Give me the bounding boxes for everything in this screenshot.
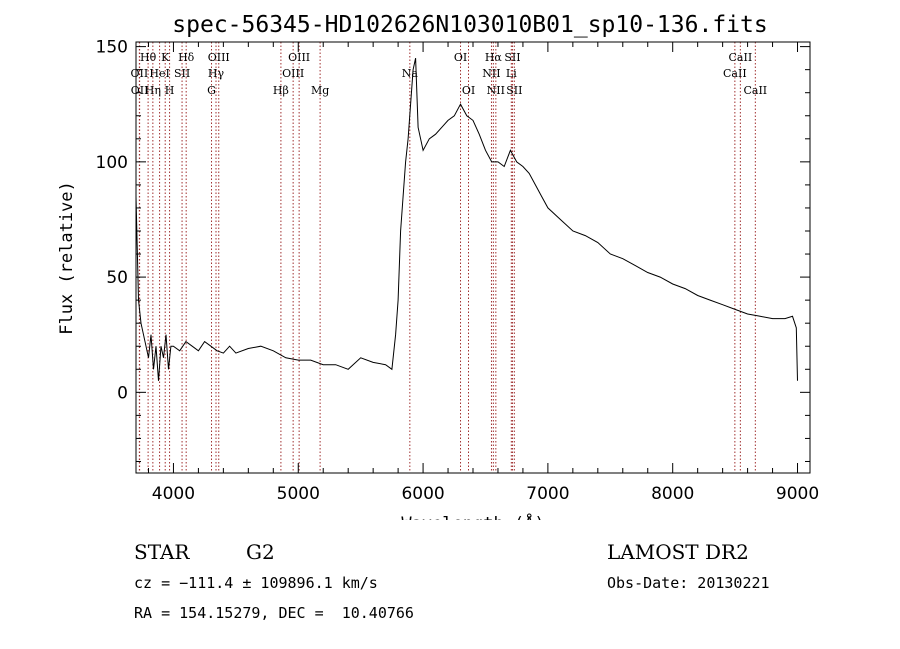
line-label: OII: [131, 67, 149, 80]
obs-date: Obs-Date: 20130221: [607, 574, 770, 592]
line-label: OIII: [282, 67, 304, 80]
line-label: K: [161, 51, 170, 64]
spectrum-series: [135, 57, 798, 381]
line-label: OII: [131, 84, 149, 97]
survey-name: LAMOST DR2: [607, 540, 749, 564]
line-label: Hα: [485, 51, 503, 64]
spectrum-line: [135, 57, 798, 381]
x-tick-label: 5000: [277, 484, 320, 504]
line-label: OI: [462, 84, 475, 97]
x-tick-label: 9000: [776, 484, 819, 504]
x-tick-label: 8000: [651, 484, 694, 504]
x-tick-label: 7000: [526, 484, 569, 504]
x-tick-label: 6000: [401, 484, 444, 504]
object-subclass: G2: [246, 540, 275, 564]
line-label: NII: [482, 67, 500, 80]
y-axis-label: Flux (relative): [57, 181, 77, 335]
line-label: Hδ: [178, 51, 195, 64]
line-label: Hθ: [140, 51, 157, 64]
line-label: H: [165, 84, 175, 97]
line-label: G: [207, 84, 216, 97]
line-label: SII: [506, 84, 522, 97]
line-label: Mg: [311, 84, 329, 97]
line-label: OIII: [288, 51, 310, 64]
x-tick-label: 4000: [152, 484, 195, 504]
line-label: OIII: [208, 51, 230, 64]
y-tick-label: 0: [117, 383, 128, 403]
x-axis-label: Wavelength (Å): [401, 512, 544, 520]
spectrum-chart: spec-56345-HD102626N103010B01_sp10-136.f…: [57, 12, 820, 520]
line-label: Hη: [145, 84, 161, 97]
line-label: HeI: [149, 67, 169, 80]
line-label: Hγ: [208, 67, 225, 80]
emission-line-markers: [138, 42, 756, 473]
redshift-info: cz = −111.4 ± 109896.1 km/s: [134, 574, 378, 592]
line-label: Li: [506, 67, 517, 80]
line-label: CaII: [723, 67, 747, 80]
coordinates: RA = 154.15279, DEC = 10.40766: [134, 604, 414, 622]
plot-frame: [135, 41, 811, 474]
line-label: CaII: [743, 84, 767, 97]
axis-ticks: 4000 5000 6000 7000 8000 9000 0 50 100 150: [96, 38, 820, 504]
line-label: CaII: [729, 51, 753, 64]
y-tick-label: 50: [106, 268, 128, 288]
y-tick-label: 100: [96, 153, 128, 173]
line-label: NII: [487, 84, 505, 97]
object-class: STAR: [134, 540, 190, 564]
emission-line-labels: Hθ OII OII K HeI Hη H Hδ SII OIII Hγ G OIII OIII Hβ Mg N…: [131, 51, 768, 97]
chart-title: spec-56345-HD102626N103010B01_sp10-136.f…: [172, 12, 767, 38]
line-label: SII: [504, 51, 520, 64]
line-label: Na: [402, 67, 419, 80]
line-label: OI: [454, 51, 467, 64]
line-label: Hβ: [273, 84, 289, 97]
y-tick-label: 150: [96, 38, 128, 58]
line-label: SII: [174, 67, 190, 80]
